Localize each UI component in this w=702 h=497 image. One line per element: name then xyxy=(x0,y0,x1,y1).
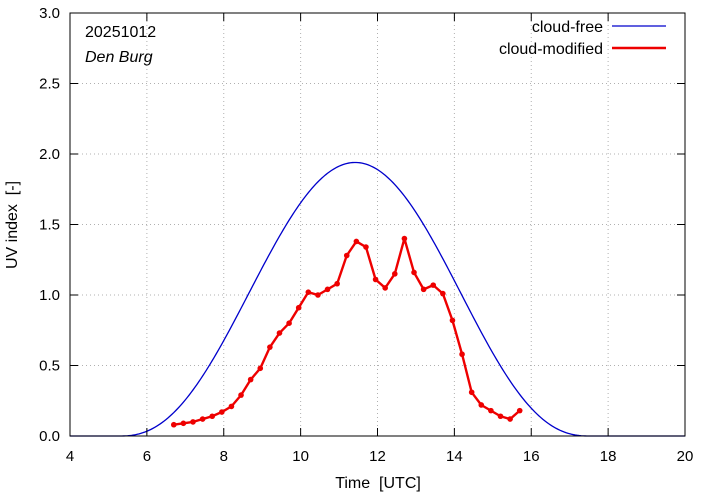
cloud-modified-point xyxy=(430,282,437,288)
y-tick-label: 2.5 xyxy=(39,76,60,93)
cloud-modified-point xyxy=(315,292,321,298)
cloud-modified-point xyxy=(459,351,465,358)
cloud-modified-point xyxy=(180,420,187,427)
x-axis-title: Time [UTC] xyxy=(335,475,421,492)
cloud-modified-point xyxy=(353,238,360,245)
x-tick-label: 6 xyxy=(143,448,151,465)
legend: cloud-free cloud-modified xyxy=(499,19,666,58)
cloud-modified-point xyxy=(170,421,177,428)
date-annotation: 20251012 xyxy=(85,24,156,41)
x-tick-labels: 4 6 8 10 12 14 16 18 20 xyxy=(66,448,694,465)
cloud-modified-point xyxy=(363,244,369,250)
cloud-modified-point xyxy=(507,416,513,422)
x-tick-label: 18 xyxy=(600,448,617,465)
x-tick-label: 4 xyxy=(66,448,74,465)
cloud-modified-point xyxy=(257,365,264,372)
x-tick-label: 8 xyxy=(220,448,228,465)
cloud-modified-point xyxy=(286,320,292,327)
cloud-modified-point xyxy=(228,403,235,410)
cloud-modified-point xyxy=(497,413,504,420)
cloud-modified-point xyxy=(449,317,456,324)
cloud-modified-point xyxy=(219,409,225,415)
cloud-modified-point xyxy=(190,419,196,425)
x-tick-label: 14 xyxy=(446,448,463,465)
y-tick-labels: 0.0 0.5 1.0 1.5 2.0 2.5 3.0 xyxy=(39,5,60,445)
cloud-modified-point xyxy=(324,286,331,293)
cloud-free-series-line xyxy=(70,161,685,437)
location-annotation: Den Burg xyxy=(85,49,153,66)
cloud-modified-point xyxy=(420,286,427,293)
grid xyxy=(70,13,685,436)
cloud-modified-point xyxy=(267,344,273,350)
y-axis-title: UV index [-] xyxy=(4,181,21,269)
cloud-modified-point xyxy=(440,290,446,297)
y-tick-label: 2.0 xyxy=(39,146,60,163)
x-tick-label: 20 xyxy=(677,448,694,465)
cloud-modified-series-line xyxy=(173,237,521,426)
cloud-modified-point xyxy=(488,407,494,414)
y-tick-label: 0.0 xyxy=(39,428,60,445)
x-tick-label: 12 xyxy=(369,448,386,465)
x-tick-label: 10 xyxy=(292,448,309,465)
y-tick-label: 1.5 xyxy=(39,217,60,234)
cloud-modified-point xyxy=(478,402,485,408)
y-tick-label: 0.5 xyxy=(39,358,60,375)
cloud-modified-point xyxy=(382,285,388,291)
cloud-modified-point xyxy=(468,389,475,396)
cloud-modified-point xyxy=(411,269,417,276)
cloud-modified-points xyxy=(170,235,523,428)
cloud-modified-point xyxy=(247,376,254,383)
cloud-modified-point xyxy=(343,252,350,259)
cloud-modified-point xyxy=(305,289,312,295)
cloud-modified-point xyxy=(295,304,302,311)
cloud-modified-point xyxy=(238,392,244,398)
legend-label-cloud-modified: cloud-modified xyxy=(499,41,603,58)
cloud-modified-point xyxy=(372,276,379,283)
cloud-modified-point xyxy=(276,330,283,336)
cloud-modified-point xyxy=(209,413,216,420)
cloud-modified-point xyxy=(334,280,340,287)
tick-marks xyxy=(69,12,686,437)
cloud-modified-point xyxy=(199,416,206,422)
y-tick-label: 3.0 xyxy=(39,5,60,22)
y-tick-label: 1.0 xyxy=(39,287,60,304)
legend-label-cloud-free: cloud-free xyxy=(532,19,603,36)
cloud-modified-point xyxy=(401,235,408,242)
cloud-modified-point xyxy=(391,271,398,277)
cloud-modified-point xyxy=(516,407,523,414)
x-tick-label: 16 xyxy=(523,448,540,465)
